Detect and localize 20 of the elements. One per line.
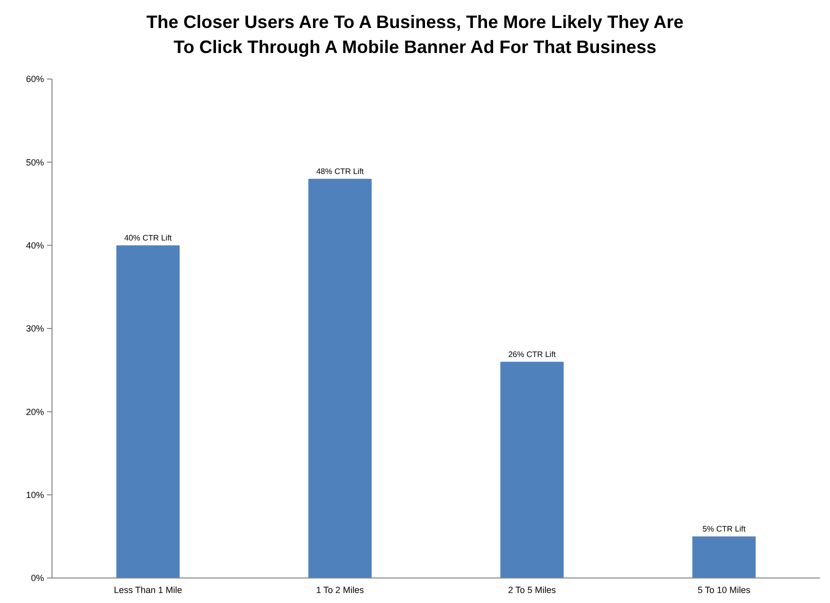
y-tick-label: 50% (26, 157, 44, 168)
y-tick-label: 40% (26, 240, 44, 250)
bar (500, 362, 564, 578)
y-tick-label: 0% (30, 573, 44, 584)
x-tick-label: 5 To 10 Miles (698, 585, 751, 595)
bar (116, 245, 180, 578)
y-tick-label: 60% (26, 74, 44, 84)
y-tick-label: 30% (26, 324, 44, 334)
x-tick-label: Less Than 1 Mile (114, 585, 182, 595)
bar (308, 178, 372, 578)
y-tick-label: 10% (26, 490, 44, 500)
bar (692, 536, 756, 578)
y-tick-label: 20% (26, 406, 44, 417)
data-label: 40% CTR Lift (124, 233, 173, 242)
chart-title: The Closer Users Are To A Business, The More Likely They Are To Click Through A Mobile Banner Ad For That Business (146, 12, 684, 57)
x-tick-label: 2 To 5 Miles (508, 585, 556, 595)
data-label: 5% CTR Lift (702, 524, 746, 534)
data-label: 48% CTR Lift (316, 166, 365, 176)
data-label: 26% CTR Lift (508, 350, 557, 359)
x-tick-label: 1 To 2 Miles (316, 585, 364, 595)
